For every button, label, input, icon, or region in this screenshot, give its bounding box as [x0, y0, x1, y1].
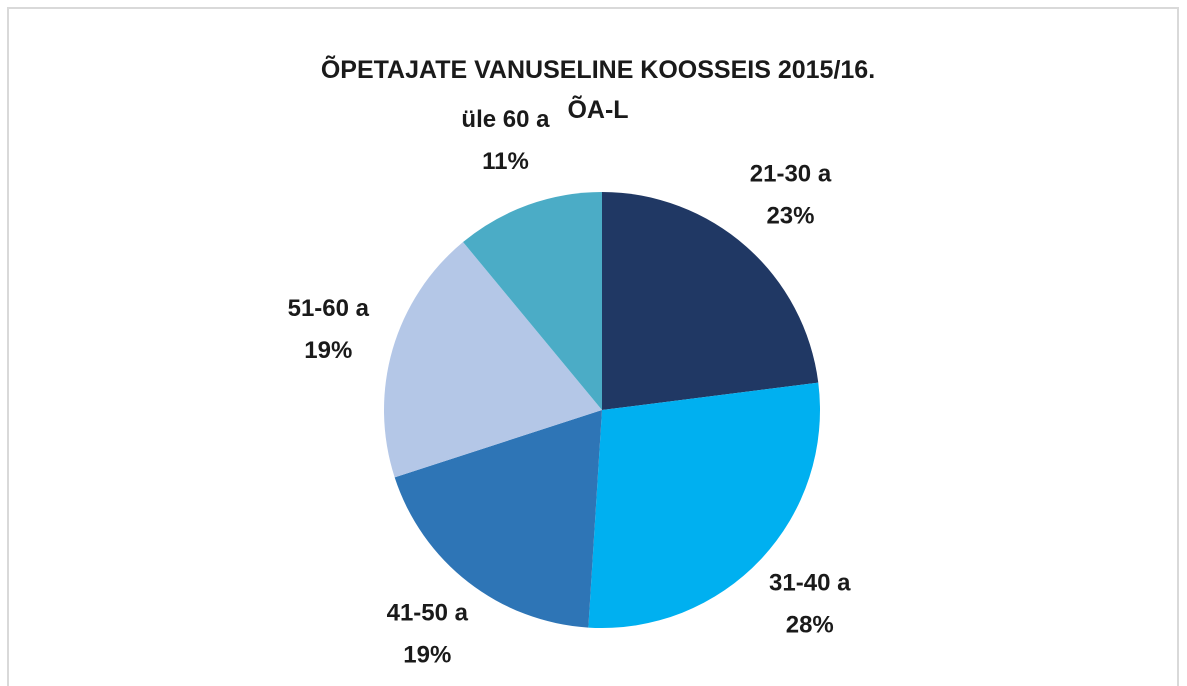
pie-slice — [384, 242, 602, 478]
slice-category-label: 31-40 a — [769, 569, 851, 596]
slice-category-label: 21-30 a — [750, 161, 832, 188]
pie-slice — [602, 192, 819, 410]
slice-category-label: 51-60 a — [288, 295, 370, 322]
chart-frame — [7, 7, 1179, 686]
slice-value-label: 19% — [403, 642, 451, 669]
slice-value-label: 19% — [304, 337, 352, 364]
pie-slice — [463, 192, 602, 410]
slice-value-label: 11% — [482, 148, 529, 175]
slice-value-label: 23% — [766, 203, 814, 230]
chart-title: ÕPETAJATE VANUSELINE KOOSSEIS 2015/16. Õ… — [320, 56, 876, 124]
pie-slice — [394, 410, 602, 628]
slice-value-label: 28% — [786, 611, 834, 638]
pie-slice — [588, 382, 820, 628]
slice-category-label: üle 60 a — [461, 106, 550, 133]
slice-category-label: 41-50 a — [387, 600, 469, 627]
